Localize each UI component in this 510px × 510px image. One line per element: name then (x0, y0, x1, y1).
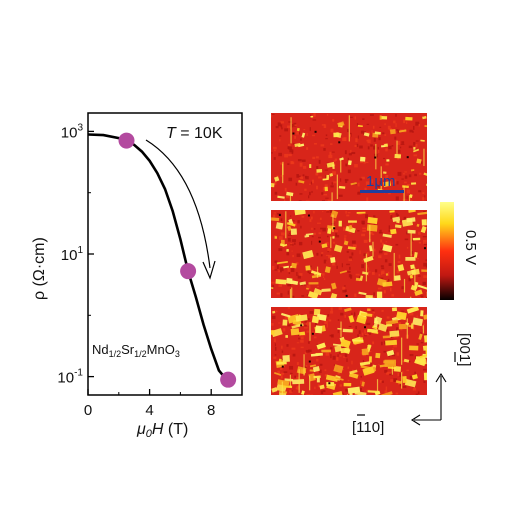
y-tick-label: 101 (61, 245, 84, 264)
colorbar-label: 0.5 V (462, 230, 479, 265)
material-label: Nd1/2Sr1/2MnO3 (92, 342, 180, 359)
colorbar: 0.5 V (440, 202, 479, 300)
x-tick-label: 0 (84, 402, 92, 419)
sweep-arrow-head (202, 260, 216, 280)
y-axis-label: ρ (Ω·cm) (31, 237, 48, 300)
x-axis-ticks: 0 4 8 (84, 389, 243, 419)
y-axis-ticks: 103 101 10-1 (57, 122, 94, 387)
map-panel-3 (271, 307, 427, 395)
sweep-arrow-line (145, 139, 211, 269)
data-marker (180, 263, 197, 280)
conductance-maps: 1μm (271, 113, 427, 395)
horizontal-axis-label: [110] (352, 419, 384, 436)
resistivity-chart: 0 4 8 103 101 10-1 T = 10K Nd1/2Sr1/2MnO3 μ0… (31, 112, 243, 440)
x-axis-label: μ0H (T) (136, 421, 188, 440)
x-tick-label: 8 (207, 402, 215, 419)
temperature-label: T = 10K (166, 125, 223, 142)
scale-bar (360, 190, 404, 193)
data-markers (118, 132, 237, 388)
map-panel-1 (271, 113, 427, 201)
data-marker (118, 132, 135, 149)
colorbar-gradient (440, 202, 454, 300)
y-tick-label: 103 (61, 122, 84, 141)
y-tick-label: 10-1 (57, 368, 83, 387)
data-marker (220, 371, 237, 388)
scale-bar-label: 1μm (366, 173, 395, 190)
x-tick-label: 4 (145, 402, 153, 419)
crystal-axes: [001] [110] (352, 333, 473, 436)
map-panel-2 (271, 210, 427, 298)
vertical-axis-label: [001] (456, 333, 473, 366)
